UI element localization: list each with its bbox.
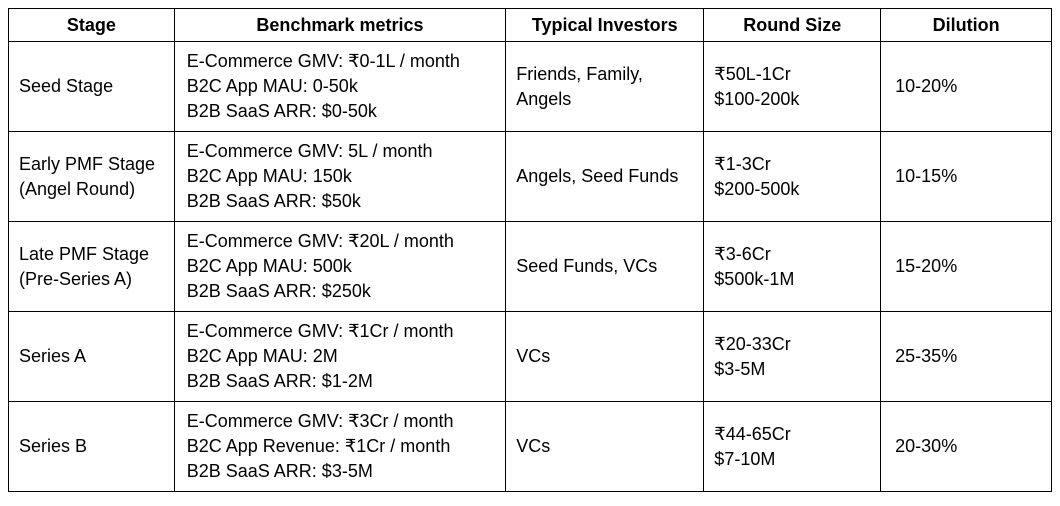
header-benchmark-metrics: Benchmark metrics	[173, 8, 507, 42]
benchmark-line: B2B SaaS ARR: $0-50k	[186, 101, 377, 121]
table-row: Series B E-Commerce GMV: ₹3Cr / month B2…	[8, 401, 1052, 492]
stage-cell: Late PMF Stage (Pre-Series A)	[8, 221, 175, 312]
investors-cell: VCs	[505, 401, 705, 492]
round-size-line: $3-5M	[714, 358, 766, 379]
investors-line: Seed Funds, VCs	[516, 256, 658, 276]
investors-line: VCs	[516, 436, 551, 456]
benchmark-line: E-Commerce GMV: 5L / month	[186, 141, 433, 161]
dilution-cell: 25-35%	[880, 311, 1052, 402]
benchmark-line: B2B SaaS ARR: $50k	[186, 191, 361, 211]
investors-cell: Angels, Seed Funds	[505, 131, 705, 222]
round-size-cell: ₹44-65Cr $7-10M	[703, 401, 882, 492]
round-size-cell: ₹3-6Cr $500k-1M	[703, 221, 882, 312]
stage-cell: Seed Stage	[8, 41, 175, 132]
benchmark-line: B2B SaaS ARR: $3-5M	[186, 461, 373, 481]
investors-cell: Friends, Family, Angels	[505, 41, 705, 132]
benchmark-cell: E-Commerce GMV: ₹3Cr / month B2C App Rev…	[173, 401, 507, 492]
benchmark-line: E-Commerce GMV: ₹20L / month	[186, 231, 454, 251]
dilution-cell: 20-30%	[880, 401, 1052, 492]
dilution-cell: 15-20%	[880, 221, 1052, 312]
benchmark-line: B2C App MAU: 2M	[186, 346, 338, 366]
benchmark-line: B2C App Revenue: ₹1Cr / month	[186, 436, 451, 456]
stage-line: Series A	[19, 346, 87, 366]
funding-stages-table: Stage Benchmark metrics Typical Investor…	[8, 8, 1052, 492]
round-size-line: ₹3-6Cr	[714, 243, 771, 264]
round-size-line: ₹1-3Cr	[714, 153, 771, 174]
investors-line: Angels	[516, 88, 572, 109]
stage-line: (Angel Round)	[19, 178, 136, 199]
header-stage: Stage	[8, 8, 175, 42]
investors-line: Friends, Family,	[516, 63, 643, 84]
dilution-cell: 10-20%	[880, 41, 1052, 132]
benchmark-cell: E-Commerce GMV: ₹0-1L / month B2C App MA…	[173, 41, 507, 132]
round-size-line: ₹20-33Cr	[714, 333, 791, 354]
stage-cell: Early PMF Stage (Angel Round)	[8, 131, 175, 222]
table-row: Late PMF Stage (Pre-Series A) E-Commerce…	[8, 221, 1052, 312]
investors-cell: Seed Funds, VCs	[505, 221, 705, 312]
stage-line: Seed Stage	[19, 76, 114, 96]
round-size-line: $100-200k	[714, 88, 800, 109]
benchmark-cell: E-Commerce GMV: 5L / month B2C App MAU: …	[173, 131, 507, 222]
header-dilution: Dilution	[880, 8, 1052, 42]
benchmark-cell: E-Commerce GMV: ₹20L / month B2C App MAU…	[173, 221, 507, 312]
round-size-line: $200-500k	[714, 178, 800, 199]
stage-cell: Series B	[8, 401, 175, 492]
benchmark-line: B2C App MAU: 500k	[186, 256, 352, 276]
benchmark-line: E-Commerce GMV: ₹1Cr / month	[186, 321, 454, 341]
table-row: Early PMF Stage (Angel Round) E-Commerce…	[8, 131, 1052, 222]
stage-line: Late PMF Stage	[19, 243, 150, 264]
header-round-size: Round Size	[703, 8, 882, 42]
header-typical-investors: Typical Investors	[505, 8, 705, 42]
benchmark-line: B2C App MAU: 150k	[186, 166, 352, 186]
round-size-line: ₹44-65Cr	[714, 423, 791, 444]
round-size-line: $7-10M	[714, 448, 776, 469]
investors-cell: VCs	[505, 311, 705, 402]
stage-line: (Pre-Series A)	[19, 268, 133, 289]
round-size-cell: ₹1-3Cr $200-500k	[703, 131, 882, 222]
investors-line: VCs	[516, 346, 551, 366]
round-size-line: ₹50L-1Cr	[714, 63, 791, 84]
benchmark-line: E-Commerce GMV: ₹3Cr / month	[186, 411, 454, 431]
stage-line: Early PMF Stage	[19, 153, 156, 174]
investors-line: Angels, Seed Funds	[516, 166, 679, 186]
stage-line: Series B	[19, 436, 88, 456]
benchmark-line: B2B SaaS ARR: $250k	[186, 281, 371, 301]
table-header-row: Stage Benchmark metrics Typical Investor…	[8, 8, 1052, 42]
benchmark-line: B2B SaaS ARR: $1-2M	[186, 371, 373, 391]
round-size-cell: ₹20-33Cr $3-5M	[703, 311, 882, 402]
benchmark-cell: E-Commerce GMV: ₹1Cr / month B2C App MAU…	[173, 311, 507, 402]
dilution-cell: 10-15%	[880, 131, 1052, 222]
benchmark-line: B2C App MAU: 0-50k	[186, 76, 358, 96]
stage-cell: Series A	[8, 311, 175, 402]
table-row: Seed Stage E-Commerce GMV: ₹0-1L / month…	[8, 41, 1052, 132]
round-size-line: $500k-1M	[714, 268, 795, 289]
benchmark-line: E-Commerce GMV: ₹0-1L / month	[186, 51, 460, 71]
round-size-cell: ₹50L-1Cr $100-200k	[703, 41, 882, 132]
table-row: Series A E-Commerce GMV: ₹1Cr / month B2…	[8, 311, 1052, 402]
